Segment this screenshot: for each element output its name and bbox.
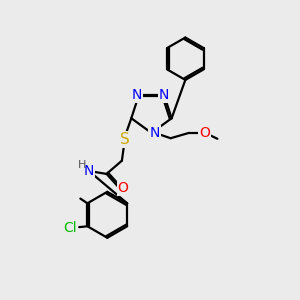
Text: N: N xyxy=(149,126,160,140)
Text: N: N xyxy=(159,88,169,102)
Text: N: N xyxy=(83,164,94,178)
Text: Cl: Cl xyxy=(64,221,77,235)
Text: N: N xyxy=(131,88,142,102)
Text: O: O xyxy=(199,126,210,140)
Text: H: H xyxy=(78,160,87,170)
Text: O: O xyxy=(118,181,128,195)
Text: S: S xyxy=(120,132,130,147)
